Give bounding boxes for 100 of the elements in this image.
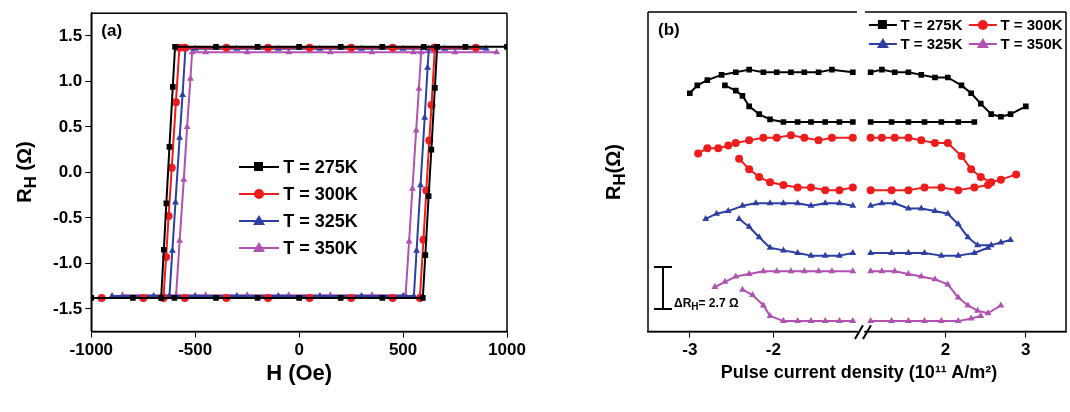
point — [171, 98, 180, 107]
point — [746, 66, 752, 73]
y-tick-label: 0.0 — [58, 162, 83, 182]
point — [905, 69, 912, 76]
point — [904, 269, 912, 276]
point — [337, 44, 344, 50]
point — [752, 199, 760, 206]
point — [721, 277, 729, 284]
point — [891, 267, 899, 274]
point — [755, 233, 763, 240]
point — [877, 133, 886, 142]
point — [749, 290, 756, 297]
point — [254, 295, 261, 301]
point — [745, 222, 753, 229]
text: (b) — [658, 20, 680, 40]
point — [998, 113, 1004, 120]
point — [931, 207, 939, 214]
point — [944, 209, 952, 216]
point — [807, 183, 816, 192]
y-tick-label: 1.0 — [58, 71, 83, 91]
point — [931, 275, 939, 282]
legend-label: T = 350K — [283, 237, 358, 259]
point — [938, 119, 945, 125]
point — [801, 69, 808, 76]
point — [920, 183, 929, 192]
point — [800, 133, 809, 142]
point — [739, 285, 746, 292]
point — [917, 272, 925, 279]
point — [836, 119, 843, 125]
point — [779, 317, 787, 324]
point — [977, 100, 984, 107]
point — [702, 214, 710, 221]
x-tick-label: -2 — [765, 340, 781, 360]
point — [694, 82, 701, 89]
point — [772, 133, 781, 142]
point — [724, 141, 733, 150]
point — [878, 199, 886, 206]
point — [967, 314, 975, 321]
point — [788, 69, 794, 76]
point — [891, 69, 898, 76]
point — [955, 119, 962, 125]
point — [954, 186, 963, 195]
point — [904, 317, 912, 324]
point — [866, 133, 875, 142]
point — [213, 44, 219, 50]
point — [425, 193, 432, 199]
point — [167, 163, 176, 172]
point — [887, 186, 896, 195]
point — [767, 116, 773, 123]
legend-label: T = 350K — [1000, 35, 1063, 52]
point — [745, 165, 754, 174]
point — [974, 306, 982, 313]
point — [867, 201, 875, 208]
point — [957, 152, 966, 161]
point — [821, 251, 829, 258]
point — [158, 295, 164, 301]
point — [408, 184, 416, 191]
point — [732, 272, 740, 279]
point — [415, 84, 423, 91]
point — [808, 119, 814, 125]
point — [296, 44, 302, 50]
point — [937, 251, 945, 258]
point — [379, 44, 386, 50]
point — [937, 183, 946, 192]
x-axis-title: H (Oe) — [266, 359, 333, 386]
point — [161, 246, 167, 253]
x-tick-label: 1000 — [488, 340, 526, 360]
point — [835, 199, 843, 206]
point — [166, 144, 173, 150]
point — [827, 133, 836, 142]
point — [849, 249, 857, 256]
y-tick-label: 1.5 — [58, 25, 83, 45]
point — [760, 69, 767, 76]
point — [793, 183, 802, 192]
point — [954, 293, 962, 300]
point — [904, 186, 913, 195]
x-tick-label: 500 — [388, 340, 418, 360]
point — [773, 69, 780, 76]
y-tick-label: 0.5 — [58, 116, 83, 136]
point — [891, 199, 899, 206]
point — [905, 119, 912, 125]
point — [954, 220, 962, 227]
point — [849, 317, 857, 324]
point — [888, 249, 895, 256]
point — [867, 317, 875, 324]
point — [732, 87, 739, 94]
point — [745, 269, 753, 276]
point — [786, 131, 795, 140]
point — [974, 241, 982, 248]
point — [722, 82, 728, 89]
point — [713, 209, 721, 216]
point — [735, 214, 743, 221]
point — [890, 133, 899, 142]
legend-label: T = 275K — [900, 16, 963, 33]
point — [866, 186, 875, 195]
point — [732, 69, 739, 76]
point — [704, 77, 711, 83]
point — [921, 317, 928, 324]
point — [937, 317, 945, 324]
x-tick-label: 0 — [294, 340, 304, 360]
